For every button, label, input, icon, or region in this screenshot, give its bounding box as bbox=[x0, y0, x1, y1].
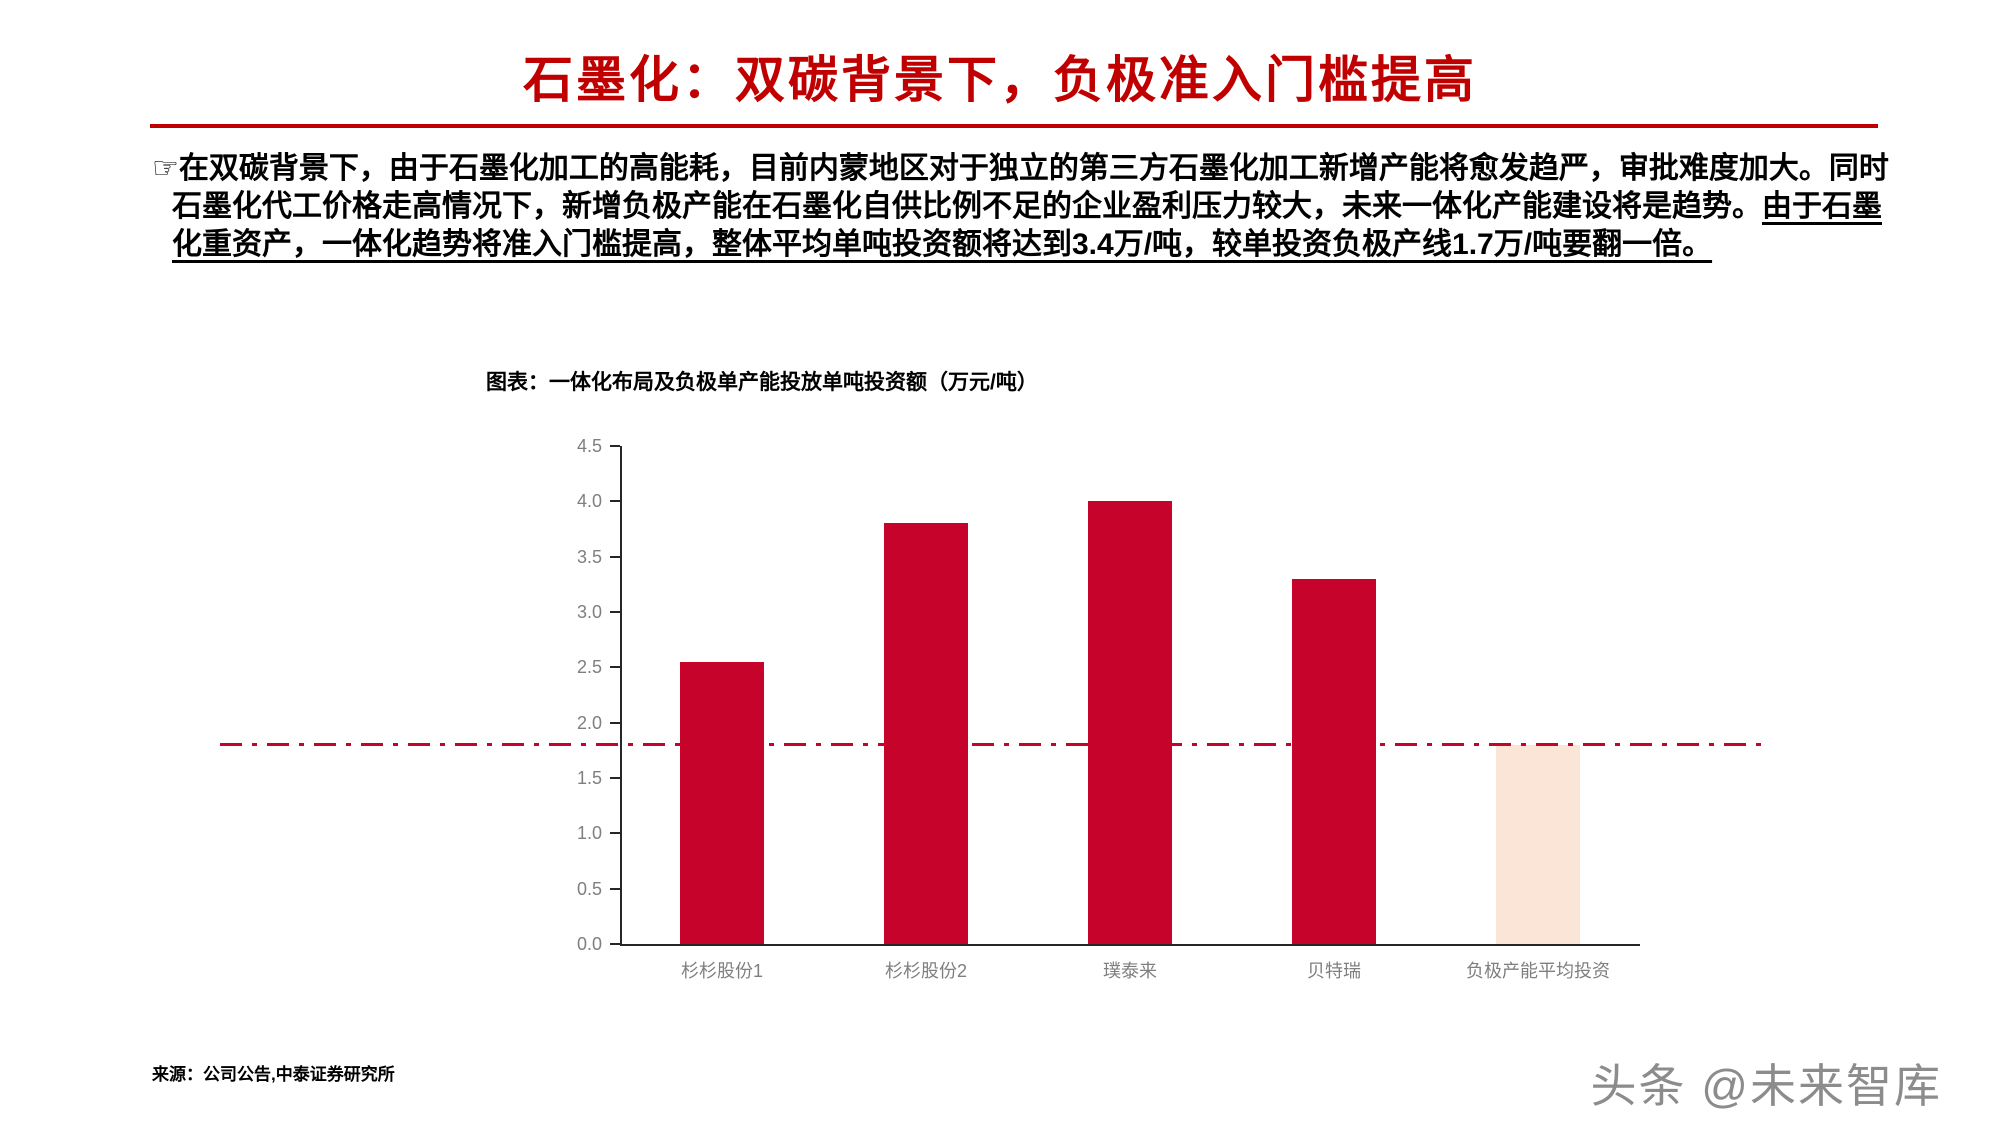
y-tick-mark bbox=[610, 555, 620, 558]
y-tick-label: 4.0 bbox=[576, 491, 602, 512]
source-note: 来源：公司公告,中泰证券研究所 bbox=[152, 1065, 395, 1084]
y-tick-label: 3.0 bbox=[576, 602, 602, 622]
y-tick-mark bbox=[610, 887, 620, 890]
page-title: 石墨化：双碳背景下，负极准入门槛提高 bbox=[523, 52, 1477, 108]
reference-line bbox=[220, 743, 1770, 747]
y-tick-label: 0.5 bbox=[576, 878, 602, 899]
body-intro-text: 在双碳背景下，由于石墨化加工的高能耗，目前内蒙地区对于独立的第三方石墨化加工新增… bbox=[172, 152, 1889, 223]
body-highlight-text: 由于石墨化重资产，一体化趋势将准入门槛提高，整体平均单吨投资额将达到3.4万/吨… bbox=[172, 190, 1882, 261]
x-axis bbox=[620, 944, 1640, 946]
y-tick-mark bbox=[610, 943, 620, 945]
y-tick-label: 2.0 bbox=[576, 712, 602, 733]
y-tick-label: 0.0 bbox=[576, 934, 602, 954]
y-tick-label: 2.5 bbox=[576, 657, 602, 678]
y-axis bbox=[620, 446, 622, 944]
chart-title: 图表：一体化布局及负极单产能投放单吨投资额（万元/吨） bbox=[486, 371, 1038, 394]
chart-bar bbox=[1088, 501, 1172, 944]
y-tick-label: 3.5 bbox=[576, 546, 602, 567]
y-tick-mark bbox=[610, 445, 620, 447]
watermark: 头条 @未来智库 bbox=[1590, 1060, 1942, 1112]
chart-bar bbox=[1292, 578, 1376, 944]
y-tick-mark bbox=[610, 721, 620, 724]
category-label: 杉杉股份2 bbox=[884, 961, 967, 981]
y-tick-mark bbox=[610, 832, 620, 835]
chart-bar bbox=[680, 661, 764, 944]
y-tick-label: 1.0 bbox=[576, 823, 602, 844]
y-tick-label: 4.5 bbox=[576, 436, 602, 456]
chart-bar bbox=[1496, 744, 1580, 944]
category-label: 贝特瑞 bbox=[1307, 961, 1361, 981]
y-tick-mark bbox=[610, 777, 620, 779]
y-tick-mark bbox=[610, 611, 620, 613]
category-label: 杉杉股份1 bbox=[680, 961, 763, 981]
pointer-icon: ☞ bbox=[152, 152, 179, 185]
y-tick-label: 1.5 bbox=[576, 768, 602, 788]
category-label: 负极产能平均投资 bbox=[1466, 961, 1610, 981]
body-paragraph: ☞在双碳背景下，由于石墨化加工的高能耗，目前内蒙地区对于独立的第三方石墨化加工新… bbox=[152, 150, 1902, 264]
y-tick-mark bbox=[610, 500, 620, 503]
chart-bar bbox=[884, 523, 968, 944]
title-divider bbox=[150, 124, 1878, 128]
category-label: 璞泰来 bbox=[1103, 961, 1157, 981]
y-tick-mark bbox=[610, 666, 620, 669]
